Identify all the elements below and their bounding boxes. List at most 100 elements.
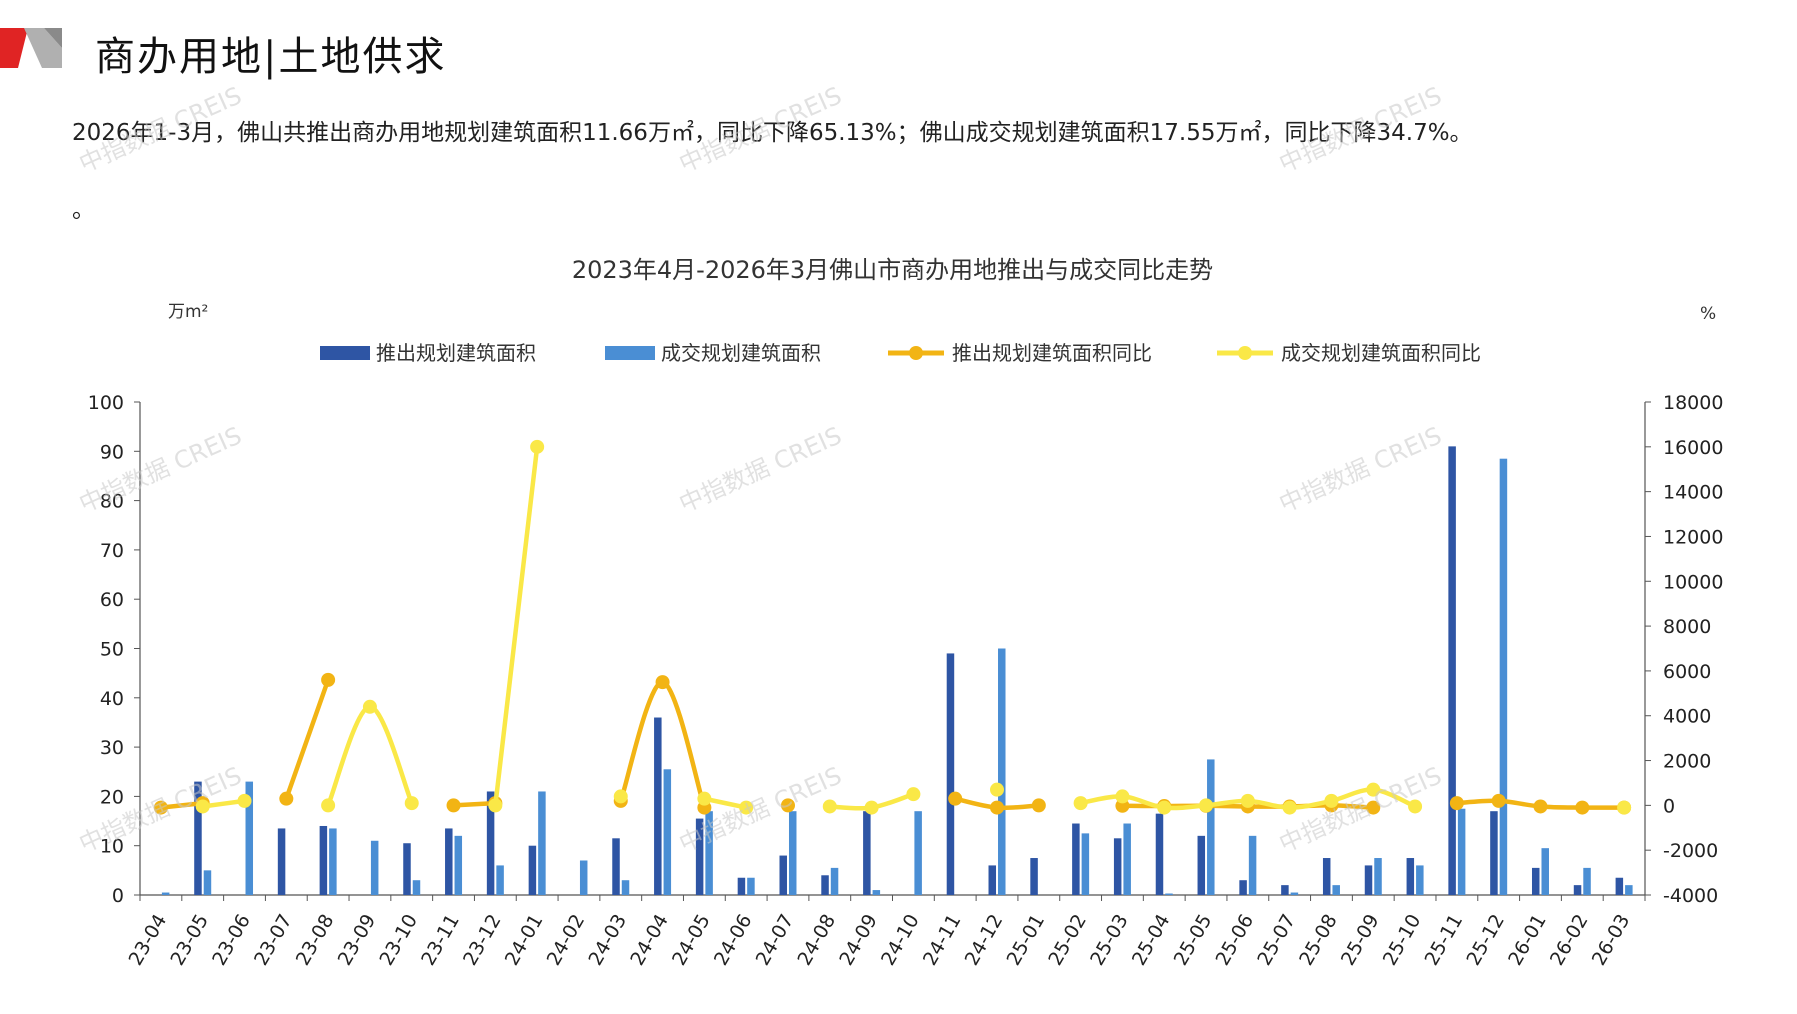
bar-deal: [412, 880, 421, 895]
point-deal-yoy: [1073, 796, 1088, 811]
bar-supply: [863, 811, 871, 895]
bar-supply: [1155, 813, 1164, 895]
point-deal-yoy: [195, 799, 210, 814]
x-tick-label: 24-11: [919, 911, 966, 970]
bar-supply: [695, 818, 704, 895]
x-tick-label: 26-03: [1588, 911, 1635, 970]
bar-deal: [747, 877, 755, 895]
bar-supply: [988, 865, 997, 895]
legend-label-2: 成交规划建筑面积: [661, 341, 821, 365]
bar-supply: [779, 855, 787, 895]
y-tick-label-left: 50: [100, 639, 124, 661]
bar-deal: [538, 791, 546, 895]
x-tick-label: 23-10: [375, 911, 422, 970]
point-deal-yoy: [1324, 793, 1339, 808]
bar-supply: [319, 825, 328, 895]
bar-deal: [203, 870, 212, 895]
bar-deal: [1457, 808, 1466, 895]
y-tick-label-right: 2000: [1663, 751, 1711, 773]
x-tick-label: 25-11: [1421, 911, 1468, 970]
point-supply-yoy: [780, 798, 795, 813]
line-supply-yoy: [618, 679, 707, 810]
bar-deal: [1165, 893, 1173, 895]
point-supply-yoy: [1366, 800, 1381, 815]
point-deal-yoy: [1157, 800, 1172, 815]
chart-container: 2023年4月-2026年3月佛山市商办用地推出与成交同比走势 万m²% 推出规划建…: [0, 240, 1797, 1010]
x-tick-label: 24-06: [710, 911, 757, 970]
legend-marker-3: [909, 346, 923, 360]
x-tick-label: 24-10: [877, 911, 924, 970]
point-deal-yoy: [906, 787, 921, 802]
point-supply-yoy: [1575, 800, 1590, 815]
page-title: 商办用地|土地供求: [95, 34, 447, 80]
chart-title: 2023年4月-2026年3月佛山市商办用地推出与成交同比走势: [572, 256, 1213, 284]
x-tick-label: 25-05: [1170, 911, 1217, 970]
bar-supply: [277, 828, 286, 895]
point-deal-yoy: [990, 782, 1005, 797]
bar-supply: [1490, 811, 1498, 895]
y-tick-label-left: 60: [100, 589, 124, 611]
line-deal-yoy: [493, 444, 540, 808]
bar-deal: [872, 890, 881, 895]
x-tick-label: 25-08: [1295, 911, 1342, 970]
y-tick-label-left: 100: [88, 392, 124, 414]
y-tick-label-left: 30: [100, 737, 124, 759]
y-tick-label-right: 12000: [1663, 526, 1723, 548]
x-tick-label: 23-06: [208, 911, 255, 970]
bar-supply: [612, 838, 620, 895]
bar-supply: [1197, 835, 1206, 895]
y-tick-label-right: -2000: [1663, 840, 1718, 862]
bar-supply: [1615, 877, 1624, 895]
x-tick-label: 25-07: [1253, 911, 1300, 970]
point-supply-yoy: [1491, 793, 1506, 808]
bar-deal: [329, 828, 337, 895]
bar-deal: [1248, 835, 1257, 895]
point-deal-yoy: [1199, 798, 1214, 813]
bar-deal: [1081, 833, 1090, 895]
bar-deal: [454, 835, 463, 895]
bar-supply: [1281, 885, 1289, 895]
x-tick-label: 24-01: [501, 911, 548, 970]
bar-deal: [245, 781, 254, 895]
x-tick-label: 25-10: [1379, 911, 1426, 970]
point-deal-yoy: [1115, 789, 1130, 804]
x-tick-label: 25-12: [1462, 911, 1509, 970]
y-tick-label-right: 6000: [1663, 661, 1711, 683]
point-supply-yoy: [990, 800, 1005, 815]
x-tick-label: 23-04: [125, 911, 172, 970]
point-deal-yoy: [404, 796, 419, 811]
x-tick-label: 23-07: [250, 911, 297, 970]
point-supply-yoy: [1031, 798, 1046, 813]
point-supply-yoy: [1449, 796, 1464, 811]
x-tick-label: 23-08: [292, 911, 339, 970]
bar-supply: [1322, 858, 1331, 895]
point-deal-yoy: [1408, 799, 1423, 814]
bar-supply: [403, 843, 411, 895]
point-deal-yoy: [1240, 793, 1255, 808]
y-tick-label-left: 90: [100, 441, 124, 463]
bar-deal: [830, 867, 839, 895]
bar-deal: [663, 769, 672, 895]
summary-text: 2026年1-3月，佛山共推出商办用地规划建筑面积11.66万㎡，同比下降65.…: [72, 120, 1473, 146]
x-tick-label: 24-08: [793, 911, 840, 970]
x-tick-label: 25-09: [1337, 911, 1384, 970]
x-tick-label: 25-03: [1086, 911, 1133, 970]
point-supply-yoy: [279, 791, 294, 806]
bar-deal: [1123, 823, 1131, 895]
bar-supply: [821, 875, 829, 895]
bar-deal: [621, 880, 630, 895]
y-tick-label-right: 16000: [1663, 437, 1723, 459]
x-tick-label: 23-11: [417, 911, 464, 970]
bar-deal: [1374, 858, 1382, 895]
bar-supply: [445, 828, 453, 895]
point-deal-yoy: [613, 789, 628, 804]
legend-label-1: 推出规划建筑面积: [376, 341, 536, 365]
legend-marker-4: [1238, 346, 1252, 360]
x-tick-label: 26-02: [1546, 911, 1593, 970]
point-deal-yoy: [530, 439, 545, 454]
y-tick-label-right: 8000: [1663, 616, 1711, 638]
bar-deal: [1499, 458, 1508, 895]
y-tick-label-right: 10000: [1663, 571, 1723, 593]
legend-swatch-2: [605, 346, 655, 360]
point-supply-yoy: [153, 800, 168, 815]
